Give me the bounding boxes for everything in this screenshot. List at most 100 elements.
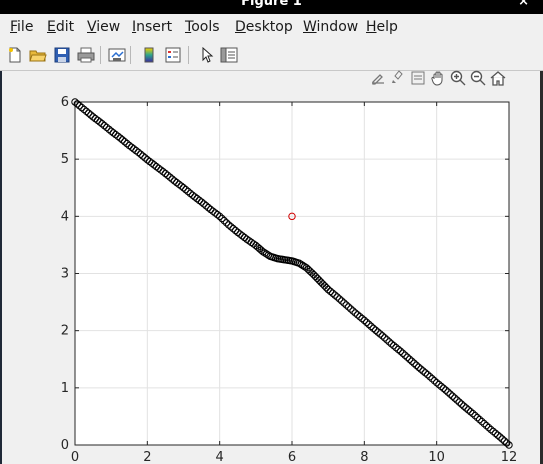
x-tick-label: 10 (428, 450, 445, 464)
data-point (340, 299, 348, 307)
data-point (482, 421, 491, 430)
data-point (489, 427, 497, 436)
open-file-icon[interactable] (27, 44, 49, 66)
home-icon[interactable] (488, 68, 508, 88)
data-point (405, 355, 414, 363)
data-point (426, 372, 434, 381)
data-point (177, 182, 185, 190)
insert-legend-icon[interactable] (162, 44, 184, 66)
data-point (484, 423, 493, 432)
data-point (116, 134, 124, 142)
data-point (163, 171, 172, 180)
data-point (82, 107, 91, 115)
data-point (338, 297, 346, 305)
data-point (347, 305, 355, 313)
data-point (417, 365, 425, 373)
data-point (360, 316, 369, 325)
data-point (428, 374, 436, 383)
pan-icon[interactable] (428, 68, 448, 88)
data-point (331, 291, 339, 299)
data-point (369, 324, 378, 333)
data-point (351, 309, 359, 317)
data-point (141, 154, 149, 162)
data-point (168, 175, 176, 183)
zoom-out-icon[interactable] (468, 68, 488, 88)
menu-edit[interactable]: Edit (47, 19, 75, 35)
window-title: Figure 1 (241, 0, 302, 9)
menu-window[interactable]: Window (303, 19, 359, 35)
data-point (383, 336, 391, 344)
data-point (166, 173, 174, 181)
link-plot-icon[interactable] (106, 44, 128, 66)
data-point (401, 351, 409, 359)
data-point (380, 334, 389, 342)
x-tick-label: 12 (501, 450, 518, 464)
print-icon[interactable] (75, 44, 97, 66)
menu-help[interactable]: Help (366, 19, 398, 35)
x-tick-label: 8 (360, 450, 368, 464)
menu-file[interactable]: File (10, 19, 34, 35)
data-point (342, 301, 350, 309)
data-point (259, 248, 267, 256)
data-point (394, 345, 402, 354)
y-tick-label: 5 (61, 152, 69, 167)
window-titlebar[interactable]: Figure 1 × (0, 0, 543, 14)
save-icon[interactable] (51, 44, 73, 66)
data-point (295, 259, 303, 267)
data-point (71, 98, 79, 106)
data-point (446, 390, 454, 398)
data-point (98, 120, 106, 128)
highlight-point (288, 212, 296, 221)
property-inspector-icon[interactable] (218, 44, 240, 66)
data-point (297, 260, 305, 269)
data-point (365, 320, 373, 329)
data-point (432, 378, 441, 387)
data-point (335, 295, 344, 303)
data-point (229, 224, 237, 233)
y-tick-label: 4 (61, 209, 69, 224)
data-point (132, 146, 140, 155)
data-point (475, 415, 484, 424)
data-point (220, 216, 228, 225)
datatip-icon[interactable] (408, 68, 428, 88)
toolbar-separator (188, 46, 189, 64)
data-point (471, 411, 479, 420)
menu-view[interactable]: View (87, 19, 121, 35)
brush-icon[interactable] (388, 68, 408, 88)
data-point (114, 132, 122, 141)
data-point (399, 349, 407, 357)
data-point (200, 200, 208, 208)
y-tick-label: 6 (61, 95, 69, 110)
menu-desktop[interactable]: Desktop (235, 19, 293, 35)
data-point (439, 384, 448, 392)
window-edge (540, 71, 543, 464)
data-point (376, 330, 384, 338)
window-edge (0, 71, 2, 464)
data-point (102, 123, 111, 132)
data-point (385, 338, 393, 346)
export-icon[interactable] (368, 68, 388, 88)
y-tick-label: 0 (61, 438, 69, 453)
axes-toolbar (368, 68, 513, 90)
data-point (480, 419, 488, 428)
data-point (139, 152, 147, 160)
zoom-in-icon[interactable] (448, 68, 468, 88)
data-point (414, 363, 423, 371)
insert-colorbar-icon[interactable] (138, 44, 160, 66)
data-point (121, 138, 129, 146)
data-point (444, 388, 452, 396)
data-point (100, 121, 109, 130)
x-tick-label: 2 (143, 450, 151, 464)
close-icon[interactable]: × (518, 0, 529, 9)
data-point (455, 398, 463, 406)
data-point (457, 400, 466, 408)
menu-tools[interactable]: Tools (185, 19, 220, 35)
new-figure-icon[interactable] (4, 44, 26, 66)
data-point (392, 343, 400, 352)
data-point (324, 285, 332, 294)
edit-plot-arrow-icon[interactable] (196, 44, 218, 66)
data-point (182, 185, 190, 194)
data-point (161, 169, 170, 178)
menu-insert[interactable]: Insert (132, 19, 173, 35)
